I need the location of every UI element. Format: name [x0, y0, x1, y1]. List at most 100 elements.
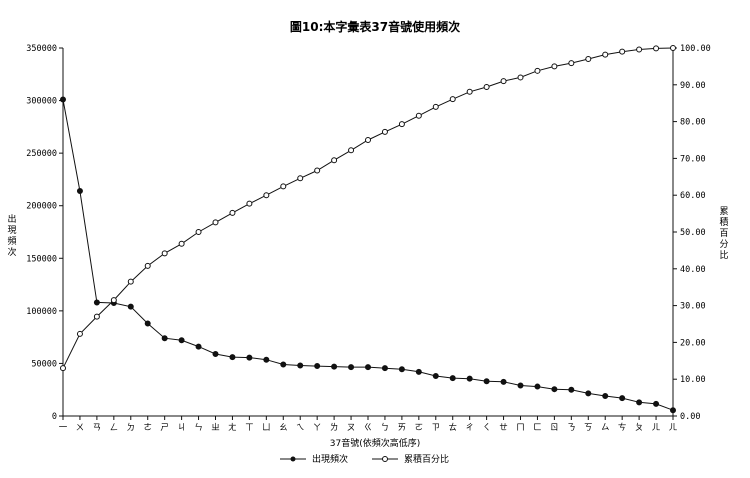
- x-tick-label: ㄦ: [669, 423, 678, 433]
- axis-label-char: 分: [719, 239, 728, 250]
- x-tick-label: ㄨ: [76, 423, 85, 433]
- right-tick-label: 20.00: [680, 338, 706, 348]
- legend-cumulative-label: 累積百分比: [404, 453, 449, 465]
- left-tick-label: 100000: [26, 307, 57, 317]
- data-point: [551, 386, 558, 393]
- left-tick-label: 350000: [26, 44, 57, 54]
- data-point: [161, 250, 168, 257]
- series-line: [62, 47, 674, 369]
- x-tick-label: ㄑ: [482, 423, 491, 433]
- data-point: [212, 219, 219, 226]
- data-point: [93, 313, 100, 320]
- x-tick-label: ㄣ: [194, 423, 203, 433]
- left-axis-ticks: 0 50000 100000 150000 200000 250000 300000 3500…: [26, 44, 63, 422]
- x-tick-label: 一: [59, 423, 68, 433]
- data-point: [144, 320, 151, 327]
- left-tick-label: 150000: [26, 254, 57, 264]
- x-axis-category-ticks: 一ㄨㄢㄥㄉㄜㄕㄐㄣㄓㄤㄒㄩㄠㄟㄚㄌㄡㄍㄅㄞㄛㄗㄊㄔㄑㄝㄇㄈㄖㄋㄎㄙㄘㄆㄦㄦ: [59, 416, 678, 433]
- data-point: [500, 378, 507, 385]
- data-point: [602, 51, 609, 58]
- x-tick-label: ㄒ: [245, 423, 254, 433]
- x-tick-label: ㄞ: [398, 423, 407, 433]
- data-point: [127, 303, 134, 310]
- data-point: [60, 365, 66, 372]
- x-tick-label: ㄤ: [228, 423, 237, 433]
- right-tick-label: 30.00: [680, 302, 706, 312]
- series-line: [62, 99, 674, 411]
- left-tick-label: 250000: [26, 149, 57, 159]
- x-tick-label: ㄋ: [567, 423, 576, 433]
- x-tick-label: ㄌ: [330, 423, 339, 433]
- right-axis-label: 累積百分比: [719, 206, 728, 261]
- data-point: [178, 240, 185, 247]
- data-point: [432, 373, 439, 380]
- data-point: [365, 137, 371, 143]
- x-tick-label: ㄉ: [127, 423, 136, 433]
- right-axis-ticks: 0.00 10.00 20.00 30.00 40.00 50.00 60.00 70.00 8…: [673, 44, 711, 422]
- data-point: [449, 375, 456, 382]
- chart-title: 圖10:本字彙表37音號使用頻次: [290, 19, 460, 34]
- data-point: [161, 335, 168, 342]
- data-point: [619, 395, 626, 402]
- axes: [62, 48, 674, 417]
- data-point: [297, 362, 304, 369]
- axis-label-char: 次: [7, 246, 16, 258]
- data-point: [653, 400, 660, 407]
- data-point: [212, 350, 219, 357]
- data-point: [280, 183, 287, 190]
- data-point: [653, 45, 660, 52]
- legend-frequency-label: 出現頻次: [312, 453, 348, 465]
- data-point: [381, 128, 388, 135]
- x-tick-label: ㄟ: [296, 423, 305, 433]
- data-point: [365, 364, 371, 371]
- x-tick-label: ㄢ: [93, 423, 102, 433]
- data-point: [585, 56, 592, 63]
- axis-label-char: 頻: [7, 235, 16, 247]
- axis-label-char: 現: [7, 225, 16, 236]
- data-point: [500, 78, 507, 85]
- data-point: [331, 363, 338, 370]
- data-point: [483, 84, 490, 91]
- data-point: [670, 407, 676, 414]
- right-tick-label: 80.00: [680, 118, 706, 128]
- data-point: [297, 175, 304, 182]
- x-tick-label: ㄥ: [110, 423, 119, 433]
- data-point: [568, 386, 575, 393]
- data-point: [93, 299, 100, 306]
- data-point: [415, 112, 422, 119]
- x-tick-label: ㄎ: [584, 423, 593, 433]
- left-tick-label: 0: [52, 412, 57, 422]
- data-point: [534, 67, 541, 74]
- right-tick-label: 70.00: [680, 154, 706, 164]
- data-point: [551, 63, 558, 70]
- x-tick-label: ㄝ: [499, 423, 508, 433]
- series-frequency: [60, 96, 676, 414]
- data-point: [60, 96, 66, 103]
- data-point: [331, 157, 338, 164]
- x-tick-label: ㄆ: [635, 423, 644, 433]
- series-cumulative-percent: [60, 45, 676, 372]
- data-point: [466, 375, 473, 382]
- x-tick-label: ㄐ: [177, 423, 186, 433]
- x-tick-label: ㄚ: [313, 423, 322, 433]
- axis-label-char: 百: [719, 228, 728, 239]
- x-tick-label: ㄩ: [262, 423, 271, 433]
- data-point: [449, 96, 456, 103]
- axis-label-char: 積: [719, 216, 728, 228]
- left-tick-label: 200000: [26, 202, 57, 212]
- data-point: [381, 365, 388, 372]
- x-tick-label: ㄔ: [465, 423, 474, 433]
- x-tick-label: ㄕ: [160, 423, 169, 433]
- x-tick-label: ㄇ: [516, 423, 525, 433]
- data-point: [348, 147, 355, 154]
- data-point: [348, 364, 355, 371]
- data-point: [229, 209, 236, 216]
- x-tick-label: ㄗ: [432, 423, 441, 433]
- axis-label-char: 出: [7, 213, 16, 225]
- data-point: [432, 103, 439, 110]
- x-tick-label: ㄈ: [533, 423, 542, 433]
- data-point: [127, 278, 134, 285]
- data-point: [314, 363, 321, 370]
- right-tick-label: 100.00: [680, 44, 711, 54]
- right-tick-label: 60.00: [680, 191, 706, 201]
